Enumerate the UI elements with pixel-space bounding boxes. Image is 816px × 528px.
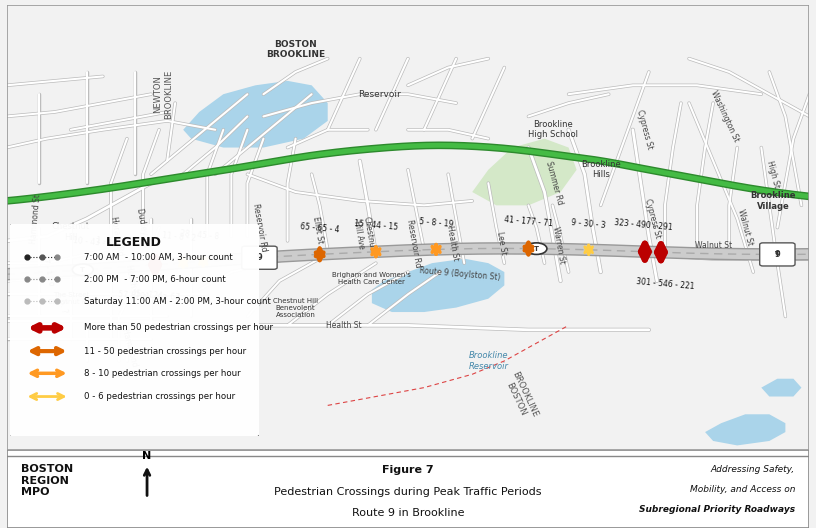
Text: Cypress St: Cypress St [643,198,663,240]
Text: Subregional Priority Roadways: Subregional Priority Roadways [639,505,795,514]
Text: I. S. ?: I. S. ? [56,293,69,314]
Text: High St: High St [765,159,781,189]
Text: Chestnut
Hill Ave: Chestnut Hill Ave [351,215,376,253]
Text: 11 - 50 pedestrian crossings per hour: 11 - 50 pedestrian crossings per hour [85,346,246,356]
Text: 0 - 6 pedestrian crossings per hour: 0 - 6 pedestrian crossings per hour [85,392,236,401]
FancyBboxPatch shape [760,243,795,266]
Text: Route 9 in Brookline: Route 9 in Brookline [352,508,464,517]
Text: 2:00 PM  - 7:00 PM, 6-hour count: 2:00 PM - 7:00 PM, 6-hour count [85,275,226,284]
Text: Saturday 11:00 AM - 2:00 PM, 3-hour count: Saturday 11:00 AM - 2:00 PM, 3-hour coun… [85,297,272,306]
Text: 301 - 546 - 221: 301 - 546 - 221 [636,277,694,291]
Text: More than 50 pedestrian crossings per hour: More than 50 pedestrian crossings per ho… [85,323,273,333]
Text: Brookline
Reservoir: Brookline Reservoir [468,351,508,371]
Text: Brookline
Hills: Brookline Hills [581,160,621,180]
Text: 5 - 8 - 19: 5 - 8 - 19 [419,218,454,229]
Polygon shape [705,414,785,446]
Text: Route 9 (Boylston St): Route 9 (Boylston St) [419,266,501,282]
Text: 57 - 101 - 93: 57 - 101 - 93 [118,290,168,304]
Text: 15 - 44 - 15: 15 - 44 - 15 [353,219,398,232]
Text: Pedestrian Crossings during Peak Traffic Periods: Pedestrian Crossings during Peak Traffic… [274,487,542,497]
Text: Summer Rd: Summer Rd [544,161,565,206]
Text: Walnut St: Walnut St [694,241,732,250]
Text: 10 - 43 - 30: 10 - 43 - 30 [73,236,118,249]
Text: 9: 9 [774,250,780,259]
Text: Figure 7: Figure 7 [382,466,434,476]
Text: 7 - 1 - 0: 7 - 1 - 0 [43,258,54,286]
Circle shape [73,264,93,276]
Text: BOSTON
BROOKLINE: BOSTON BROOKLINE [266,40,325,60]
Text: Chestnut Hill
Benevolent
Association: Chestnut Hill Benevolent Association [273,298,318,317]
Text: The Street
Chestnut Hill: The Street Chestnut Hill [48,292,93,305]
Text: 8 - 10 pedestrian crossings per hour: 8 - 10 pedestrian crossings per hour [85,369,241,378]
Text: Heath St: Heath St [124,263,139,298]
Text: N: N [143,451,152,461]
Text: 7:00 AM  - 10:00 AM, 3-hour count: 7:00 AM - 10:00 AM, 3-hour count [85,252,233,262]
Polygon shape [761,379,801,397]
Text: Reservoir Rd: Reservoir Rd [405,219,423,268]
Text: Walnut St: Walnut St [736,209,754,247]
Text: BROOKLINE
BOSTON: BROOKLINE BOSTON [501,370,539,423]
Text: 323 - 490 - 291: 323 - 490 - 291 [614,218,673,232]
Text: 9: 9 [256,253,262,262]
Text: Eliot St: Eliot St [311,216,325,244]
Text: Addressing Safety,: Addressing Safety, [711,466,795,475]
Text: Dudley Rd: Dudley Rd [135,208,151,248]
Text: Hammond St: Hammond St [120,327,142,378]
Polygon shape [372,259,504,312]
Text: Brigham and Women's
Health Care Center: Brigham and Women's Health Care Center [332,272,411,285]
Polygon shape [183,81,328,147]
Text: Lee St: Lee St [495,231,508,256]
Text: NEWTON
BROOKLINE: NEWTON BROOKLINE [153,70,173,119]
Text: 41 - 177 - 71: 41 - 177 - 71 [503,215,553,229]
Text: Chestnut
Hill: Chestnut Hill [51,222,90,242]
Circle shape [526,243,547,254]
Text: Brookline
Village: Brookline Village [751,191,796,211]
Text: 45 - 124 - 67: 45 - 124 - 67 [131,289,180,303]
FancyBboxPatch shape [7,222,261,438]
Text: Health St: Health St [445,225,459,261]
Text: 9 - 30 - 3: 9 - 30 - 3 [571,218,606,230]
Circle shape [767,249,787,260]
FancyBboxPatch shape [242,246,277,269]
Text: Mobility, and Access on: Mobility, and Access on [690,485,795,494]
Text: Health St: Health St [326,321,361,330]
Text: 11 - 8 - 2: 11 - 8 - 2 [162,231,197,243]
Text: 65 - 65 - 4: 65 - 65 - 4 [299,222,339,234]
Text: Washington St: Washington St [709,89,741,144]
Text: LEGEND: LEGEND [106,236,162,249]
Text: T: T [534,246,539,252]
Text: 28 - 45 - 8: 28 - 45 - 8 [180,229,219,242]
Text: Brookline
High School: Brookline High School [527,120,578,139]
Text: T: T [80,267,86,273]
Text: Warren St: Warren St [552,226,566,265]
Text: BOSTON
REGION
MPO: BOSTON REGION MPO [21,464,73,497]
Polygon shape [472,139,577,205]
Text: Cypress St: Cypress St [636,109,654,150]
Text: T: T [775,251,780,258]
Text: 1 - 1 - 0: 1 - 1 - 0 [96,237,126,248]
Text: Hammond St: Hammond St [29,193,42,244]
Text: Reservoir: Reservoir [358,90,401,99]
Text: Horace Rd: Horace Rd [109,216,125,257]
Text: Reservoir Rd: Reservoir Rd [251,203,268,252]
